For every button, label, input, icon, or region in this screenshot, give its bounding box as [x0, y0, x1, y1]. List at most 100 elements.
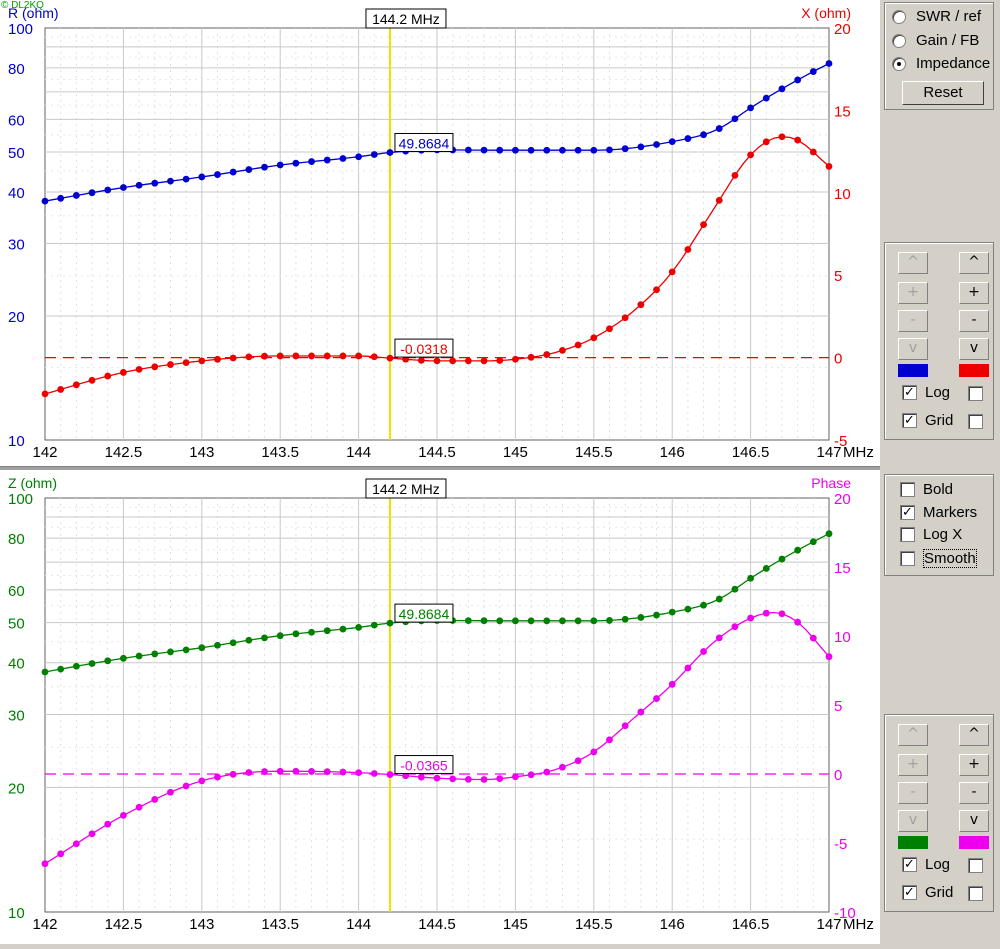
right-scale-minus-button-2[interactable]: - [959, 782, 989, 804]
left-scale-plus-button[interactable]: + [898, 282, 928, 304]
top-scale-group [884, 242, 994, 440]
chart2-series-point-right [72, 840, 80, 848]
chart2-cursor-label-box [365, 478, 447, 499]
chart2-series-point-right [433, 774, 441, 782]
check-icon[interactable]: ✓ [902, 413, 917, 428]
panel-divider[interactable] [0, 466, 880, 470]
left-scale-up-button-2[interactable]: ^ [898, 724, 928, 746]
chart1-series-point-right [762, 138, 770, 146]
bottom-log-checkbox[interactable]: ✓ Log [902, 856, 950, 873]
left-scale-down-button[interactable]: v [898, 338, 928, 360]
chart2-x-tick-label: 144.5 [418, 916, 456, 933]
right-series-color-swatch-2[interactable] [959, 836, 989, 849]
left-series-color-swatch-2[interactable] [898, 836, 928, 849]
chart2-series-point-left [151, 650, 159, 658]
chart2-series-point-left [606, 617, 613, 624]
radio-impedance-icon[interactable] [892, 56, 906, 71]
chart2-series-point-right [57, 850, 65, 858]
radio-swr-icon[interactable] [892, 9, 906, 24]
left-scale-minus-button-2[interactable]: - [898, 782, 928, 804]
chart2-series-point-left [120, 654, 127, 662]
chart1-series-point-left [464, 146, 472, 154]
chart2-series-point-right [574, 757, 582, 765]
chart1-series-point-right [433, 357, 441, 365]
right-scale-up-button-2[interactable]: ^ [959, 724, 989, 746]
right-scale-plus-button[interactable]: + [959, 282, 989, 304]
right-scale-minus-button[interactable]: - [959, 310, 989, 332]
option-log-x[interactable]: Log X [900, 526, 962, 543]
chart2-series-point-right [151, 796, 159, 803]
chart1-series-point-right [543, 351, 551, 358]
chart2-right-tick-label: 15 [834, 560, 851, 577]
chart2-series-point-right [292, 767, 300, 775]
chart2-x-tick-label: 147 [816, 916, 841, 933]
chart1-series-point-left [104, 186, 112, 194]
check-icon[interactable]: ✓ [902, 885, 917, 900]
right-scale-down-button-2[interactable]: v [959, 810, 989, 832]
chart2-series-point-right [747, 614, 754, 622]
chart2-marker-value-right: -0.0365 [400, 758, 448, 774]
chart2-x-tick-label: 145 [503, 916, 528, 933]
mode-option-swr[interactable]: SWR / ref [892, 8, 981, 25]
chart1-series-point-right [339, 352, 347, 360]
chart2-series-point-right [590, 748, 598, 756]
right-scale-down-button[interactable]: v [959, 338, 989, 360]
chart2-left-tick-label: 30 [8, 707, 25, 724]
chart2-series-point-right [229, 770, 237, 778]
chart2-series-point-left [167, 648, 174, 656]
radio-gain-icon[interactable] [892, 33, 906, 48]
top-right-log-checkbox[interactable] [968, 386, 983, 401]
chart1-series-point-left [606, 146, 613, 154]
option-markers[interactable]: ✓ Markers [900, 504, 977, 521]
check-icon[interactable] [900, 482, 915, 497]
chart1-marker-value-left: 49.8684 [399, 135, 450, 151]
chart2-right-tick-label: 10 [834, 629, 851, 646]
option-smooth[interactable]: Smooth [900, 549, 977, 568]
bottom-grid-checkbox[interactable]: ✓ Grid [902, 884, 953, 901]
chart2-series-point-left [480, 617, 488, 625]
chart1-series-point-right [245, 353, 253, 361]
chart2-series-point-left [559, 617, 566, 625]
chart1-series-point-right [386, 354, 394, 362]
chart2-series-point-right [370, 770, 378, 777]
bottom-right-log-checkbox[interactable] [968, 858, 983, 873]
right-scale-up-button[interactable]: ^ [959, 252, 989, 274]
option-bold[interactable]: Bold [900, 481, 953, 498]
chart2-right-tick-label: 20 [834, 491, 851, 508]
right-scale-plus-button-2[interactable]: + [959, 754, 989, 776]
chart2-series-point-right [653, 695, 660, 702]
check-icon[interactable]: ✓ [902, 385, 917, 400]
right-series-color-swatch[interactable] [959, 364, 989, 377]
chart1-series-point-left [182, 175, 190, 183]
top-grid-checkbox[interactable]: ✓ Grid [902, 412, 953, 429]
chart1-series-point-right [527, 353, 535, 361]
bottom-right-grid-checkbox[interactable] [968, 886, 983, 901]
mode-option-gain[interactable]: Gain / FB [892, 32, 979, 49]
chart1-series-point-right [731, 171, 739, 179]
left-scale-plus-button-2[interactable]: + [898, 754, 928, 776]
mode-option-impedance[interactable]: Impedance [892, 55, 990, 72]
chart2-left-tick-label: 60 [8, 583, 25, 600]
left-scale-down-button-2[interactable]: v [898, 810, 928, 832]
check-icon[interactable]: ✓ [900, 505, 915, 520]
top-log-checkbox[interactable]: ✓ Log [902, 384, 950, 401]
chart2-right-tick-label: 5 [834, 698, 842, 715]
chart1-series-point-left [323, 156, 331, 164]
chart1-x-tick-label: 145 [503, 444, 528, 461]
chart1-series-point-left [653, 141, 660, 148]
chart2-series-point-right [261, 768, 268, 775]
check-icon[interactable]: ✓ [902, 857, 917, 872]
chart2-series-point-left [715, 595, 723, 603]
check-icon[interactable] [900, 551, 915, 566]
chart1-series-point-left [167, 177, 174, 185]
top-right-grid-checkbox[interactable] [968, 414, 983, 429]
left-scale-up-button[interactable]: ^ [898, 252, 928, 274]
check-icon[interactable] [900, 527, 915, 542]
left-series-color-swatch[interactable] [898, 364, 928, 377]
chart1-series-point-left [747, 104, 754, 112]
chart1-right-tick-label: 10 [834, 186, 851, 203]
chart1-series-point-right [370, 353, 378, 361]
left-scale-minus-button[interactable]: - [898, 310, 928, 332]
chart2-series-point-left [590, 617, 598, 625]
reset-button[interactable]: Reset [902, 81, 984, 105]
